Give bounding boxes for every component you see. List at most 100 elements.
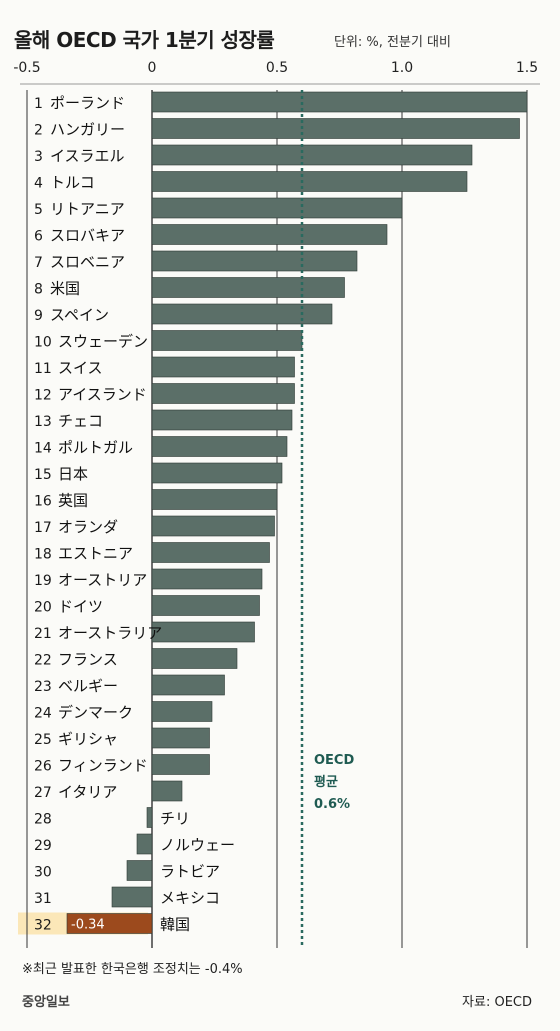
- source-note: 자료: OECD: [462, 995, 532, 1010]
- bar: [151, 780, 183, 802]
- rank-label: 28: [34, 812, 52, 828]
- bar: [151, 648, 238, 669]
- country-label: オーストラリア: [58, 624, 162, 642]
- country-label: メキシコ: [160, 889, 220, 907]
- rank-label: 9: [34, 308, 43, 324]
- country-label: スペイン: [50, 306, 109, 324]
- rank-label: 13: [34, 414, 52, 430]
- bar: [151, 489, 278, 510]
- bar: [151, 250, 358, 272]
- rank-label: 24: [34, 706, 52, 722]
- rank-label: 22: [34, 653, 52, 669]
- bar: [66, 913, 153, 934]
- x-tick-label: 0: [148, 60, 157, 76]
- rank-label: 15: [34, 467, 52, 483]
- bar: [151, 171, 468, 192]
- bar: [151, 436, 288, 457]
- footnote: ※최근 발표한 한국은행 조정치는 -0.4%: [22, 962, 243, 977]
- country-label: オーストリア: [58, 571, 147, 589]
- country-label: トルコ: [50, 174, 95, 192]
- country-label: リトアニア: [50, 200, 125, 218]
- country-label: オランダ: [58, 518, 118, 536]
- country-label: イスラエル: [50, 147, 125, 165]
- country-label: デンマーク: [58, 704, 133, 722]
- country-label: ラトビア: [160, 863, 220, 881]
- country-label: ドイツ: [58, 598, 103, 616]
- rank-label: 16: [34, 494, 52, 510]
- x-axis-ticks: -0.5 0 0.5 1.0 1.5: [13, 60, 540, 85]
- country-label: イタリア: [58, 783, 117, 801]
- rank-label: 26: [34, 759, 52, 775]
- bar: [151, 754, 210, 775]
- bar: [151, 197, 403, 219]
- publisher-logo: 중앙일보: [22, 995, 70, 1010]
- bar: [111, 886, 153, 908]
- country-label: ベルギー: [58, 677, 118, 695]
- bar: [151, 356, 295, 378]
- country-label: 米国: [50, 280, 80, 298]
- rank-label: 23: [34, 679, 52, 695]
- avg-label-value: 0.6%: [314, 797, 350, 812]
- bar: [151, 118, 520, 139]
- chart-unit: 단위: %, 전분기 대비: [334, 35, 451, 50]
- rank-label: 20: [34, 600, 52, 616]
- bar: [151, 91, 528, 113]
- bar: [151, 409, 293, 431]
- rank-label: 11: [34, 361, 52, 377]
- rank-label: 30: [34, 865, 52, 881]
- rank-label: 1: [34, 96, 43, 112]
- rank-label: 32: [34, 918, 52, 934]
- rank-label: 4: [34, 176, 43, 192]
- bar: [151, 674, 225, 696]
- country-label: 韓国: [160, 916, 190, 934]
- country-labels: -0.34 1 ポーランド 2 ハンガリー 3 イスラエル 4 トルコ 5 リトアニア 6 スロバキア 7…: [34, 94, 235, 934]
- rank-label: 12: [34, 388, 52, 404]
- country-label: スロバキア: [50, 227, 125, 245]
- chart-title: 올해 OECD 국가 1분기 성장률: [14, 28, 275, 52]
- rank-label: 5: [34, 202, 43, 218]
- bars: [66, 91, 528, 934]
- x-tick-label: 0.5: [266, 60, 288, 76]
- rank-label: 17: [34, 520, 52, 536]
- bar: [151, 277, 345, 298]
- bar: [151, 144, 473, 166]
- country-label: ハンガリー: [50, 121, 125, 139]
- avg-label-line2: 평균: [314, 774, 338, 790]
- rank-label: 8: [34, 282, 43, 298]
- rank-label: 14: [34, 441, 52, 457]
- rank-label: 21: [34, 626, 52, 642]
- avg-label-line1: OECD: [314, 753, 354, 768]
- bar: [151, 701, 213, 722]
- rank-label: 18: [34, 547, 52, 563]
- country-label: 英国: [58, 492, 88, 510]
- country-label: スロベニア: [50, 253, 125, 271]
- bar: [151, 224, 388, 245]
- rank-label: 7: [34, 255, 43, 271]
- rank-label: 27: [34, 785, 52, 801]
- country-label: スウェーデン: [58, 333, 148, 351]
- x-tick-label: -0.5: [13, 60, 40, 76]
- country-label: ポーランド: [50, 94, 125, 112]
- country-label: チリ: [160, 810, 190, 828]
- bar: [151, 383, 295, 404]
- rank-label: 29: [34, 838, 52, 854]
- rank-label: 19: [34, 573, 52, 589]
- rank-label: 31: [34, 891, 52, 907]
- rank-label: 3: [34, 149, 43, 165]
- country-label: エストニア: [58, 545, 133, 563]
- bar: [151, 595, 260, 616]
- x-tick-label: 1.0: [391, 60, 413, 76]
- bar: [151, 462, 283, 484]
- oecd-average-marker: OECD 평균 0.6%: [300, 90, 354, 948]
- rank-label: 25: [34, 732, 52, 748]
- country-label: フランス: [58, 651, 118, 669]
- bar: [136, 833, 153, 855]
- country-label: アイスランド: [58, 386, 147, 404]
- bar: [146, 807, 153, 828]
- country-label: ノルウェー: [160, 836, 235, 854]
- country-label: フィンランド: [58, 757, 148, 775]
- country-label: チェコ: [58, 412, 103, 430]
- rank-label: 10: [34, 335, 52, 351]
